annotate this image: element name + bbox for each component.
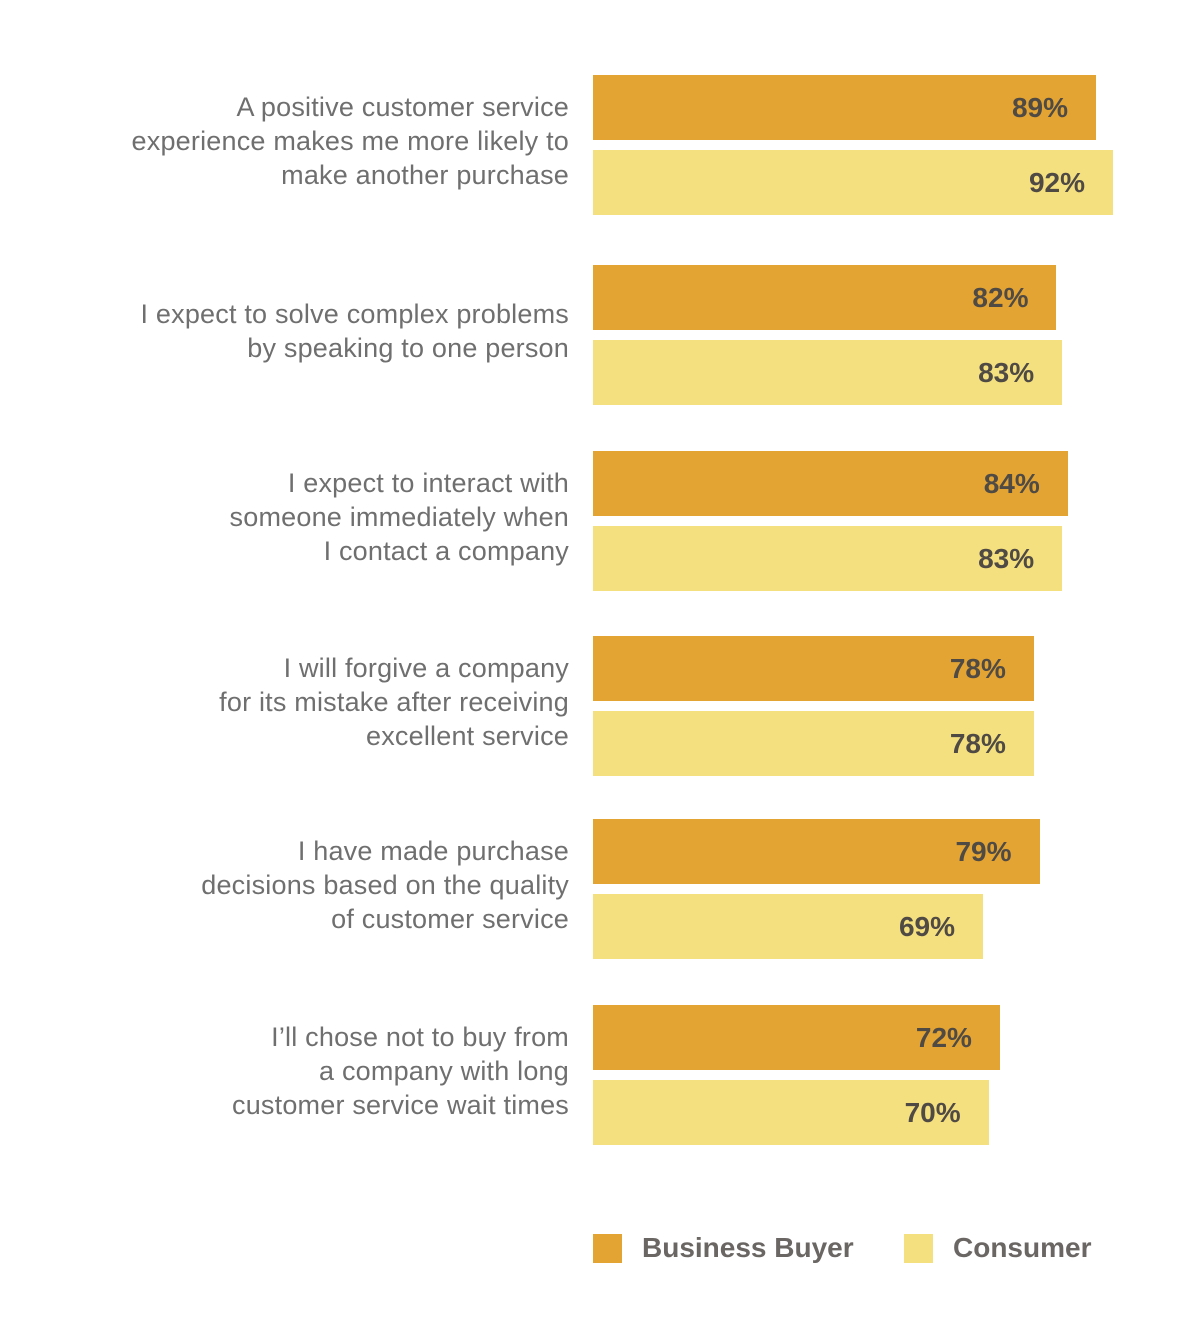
bar-business-buyer: 79% bbox=[593, 819, 1040, 884]
bar-value-label: 83% bbox=[978, 357, 1035, 388]
category-label: I expect to solve complex problems by sp… bbox=[140, 299, 569, 363]
bar-consumer: 78% bbox=[593, 711, 1034, 776]
legend-swatch-business-buyer bbox=[593, 1233, 622, 1263]
category-label: I’ll chose not to buy from a company wit… bbox=[232, 1022, 569, 1120]
bar-value-label: 82% bbox=[972, 282, 1029, 313]
bar-value-label: 69% bbox=[898, 911, 955, 942]
legend-label-business-buyer: Business Buyer bbox=[642, 1232, 854, 1263]
bar-value-label: 83% bbox=[978, 543, 1035, 574]
bar-value-label: 72% bbox=[915, 1022, 972, 1053]
legend-item-consumer: Consumer bbox=[904, 1232, 1091, 1264]
bar-business-buyer: 89% bbox=[593, 75, 1097, 140]
bar-value-label: 78% bbox=[949, 653, 1006, 684]
bar-business-buyer: 82% bbox=[593, 265, 1057, 330]
bar-consumer: 83% bbox=[593, 526, 1063, 591]
bar-value-label: 79% bbox=[955, 836, 1012, 867]
bar-value-label: 84% bbox=[983, 468, 1040, 499]
legend-label-consumer: Consumer bbox=[953, 1232, 1092, 1263]
category-label: I have made purchase decisions based on … bbox=[201, 836, 569, 934]
legend-item-business-buyer: Business Buyer bbox=[593, 1232, 854, 1264]
bar-value-label: 78% bbox=[949, 728, 1006, 759]
category-label: I will forgive a company for its mistake… bbox=[219, 653, 569, 751]
bar-value-label: 70% bbox=[904, 1097, 961, 1128]
bar-consumer: 69% bbox=[593, 894, 983, 959]
legend-swatch-consumer bbox=[904, 1233, 933, 1263]
bar-consumer: 92% bbox=[593, 150, 1113, 215]
bar-consumer: 83% bbox=[593, 340, 1063, 405]
category-label: A positive customer service experience m… bbox=[131, 92, 569, 190]
bar-business-buyer: 78% bbox=[593, 636, 1034, 701]
bar-consumer: 70% bbox=[593, 1080, 989, 1145]
bar-value-label: 89% bbox=[1011, 92, 1069, 123]
bar-business-buyer: 84% bbox=[593, 451, 1068, 516]
bar-business-buyer: 72% bbox=[593, 1005, 1000, 1070]
category-label: I expect to interact with someone immedi… bbox=[229, 468, 569, 566]
bar-value-label: 92% bbox=[1028, 167, 1085, 198]
